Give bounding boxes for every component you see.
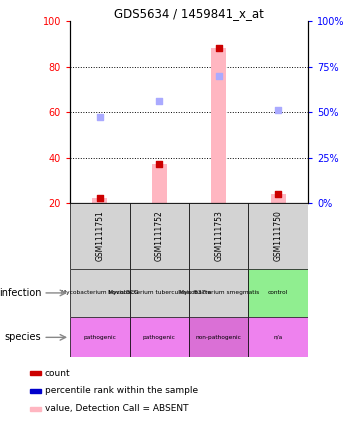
- Bar: [189, 203, 248, 269]
- Point: [156, 161, 162, 168]
- Bar: [271, 194, 286, 203]
- Text: percentile rank within the sample: percentile rank within the sample: [44, 386, 198, 395]
- Text: n/a: n/a: [274, 335, 283, 340]
- Text: value, Detection Call = ABSENT: value, Detection Call = ABSENT: [44, 404, 188, 413]
- Point: [216, 72, 222, 79]
- Point: [216, 45, 222, 52]
- Bar: [152, 165, 167, 203]
- Bar: [248, 269, 308, 317]
- Text: non-pathogenic: non-pathogenic: [196, 335, 242, 340]
- Text: infection: infection: [0, 288, 41, 298]
- Bar: [70, 269, 130, 317]
- Bar: [70, 317, 130, 357]
- Bar: [211, 49, 226, 203]
- Bar: [30, 371, 41, 375]
- Text: species: species: [5, 332, 41, 342]
- Text: Mycobacterium bovis BCG: Mycobacterium bovis BCG: [61, 291, 139, 295]
- Point: [97, 195, 103, 202]
- Text: pathogenic: pathogenic: [143, 335, 176, 340]
- Point: [97, 113, 103, 120]
- Point: [275, 107, 281, 113]
- Text: GSM1111750: GSM1111750: [274, 210, 283, 261]
- Text: GSM1111752: GSM1111752: [155, 211, 164, 261]
- Text: GSM1111753: GSM1111753: [214, 210, 223, 261]
- Title: GDS5634 / 1459841_x_at: GDS5634 / 1459841_x_at: [114, 7, 264, 20]
- Bar: [248, 203, 308, 269]
- Text: Mycobacterium tuberculosis H37ra: Mycobacterium tuberculosis H37ra: [107, 291, 211, 295]
- Bar: [70, 203, 130, 269]
- Bar: [189, 317, 248, 357]
- Bar: [130, 317, 189, 357]
- Bar: [30, 407, 41, 411]
- Text: Mycobacterium smegmatis: Mycobacterium smegmatis: [178, 291, 259, 295]
- Text: pathogenic: pathogenic: [83, 335, 116, 340]
- Bar: [248, 317, 308, 357]
- Text: control: control: [268, 291, 288, 295]
- Text: GSM1111751: GSM1111751: [95, 211, 104, 261]
- Bar: [130, 203, 189, 269]
- Point: [275, 190, 281, 197]
- Bar: [30, 388, 41, 393]
- Bar: [189, 269, 248, 317]
- Bar: [92, 198, 107, 203]
- Point: [156, 97, 162, 104]
- Text: count: count: [44, 368, 70, 378]
- Bar: [130, 269, 189, 317]
